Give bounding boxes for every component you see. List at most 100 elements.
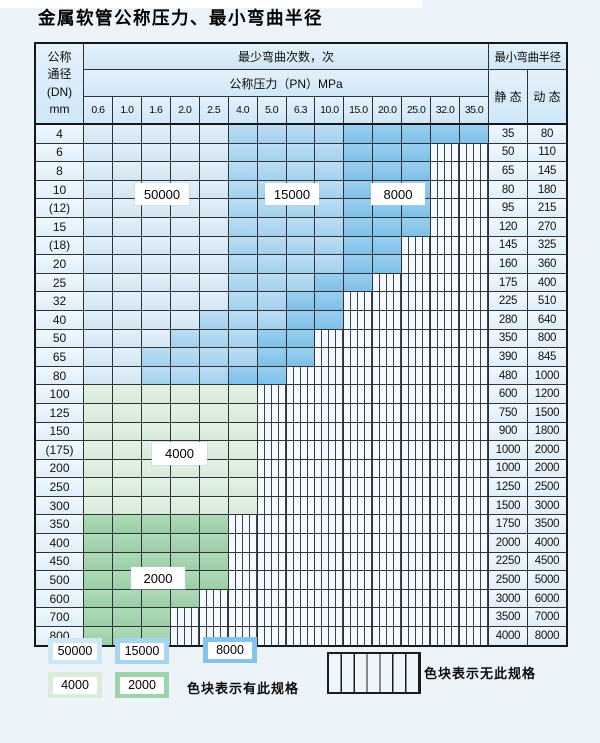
nospec-cell	[431, 236, 460, 255]
legend-swatch-2000: 2000	[115, 672, 169, 698]
nospec-cell	[315, 441, 344, 459]
spec-cell	[84, 125, 112, 143]
table-header: 公称 通径 (DN) mm 最少弯曲次数，次 最小弯曲半径 公称压力（PN）MP…	[36, 44, 566, 125]
spec-cell	[199, 496, 228, 515]
spec-cell	[199, 180, 228, 199]
spec-cell	[199, 515, 228, 534]
header-dn-line: 公称	[47, 49, 72, 64]
static-value-cell: 120	[489, 217, 527, 236]
dynamic-value-cell: 180	[528, 180, 566, 199]
dn-cell: (12)	[36, 199, 83, 217]
spec-cell	[344, 162, 373, 180]
spec-cell	[170, 422, 199, 441]
spec-cell	[286, 125, 315, 143]
spec-cell	[257, 348, 286, 366]
spec-cell	[199, 217, 228, 236]
spec-cell	[199, 571, 228, 589]
nospec-cell	[431, 627, 460, 645]
spec-cell	[228, 459, 257, 478]
table-overlay-label: 15000	[265, 183, 319, 205]
nospec-cell	[373, 496, 402, 515]
legend-swatch-4000: 4000	[48, 672, 102, 698]
spec-cell	[170, 292, 199, 310]
spec-cell	[84, 217, 112, 236]
nospec-cell	[460, 478, 488, 496]
header-bend-cycles: 最少弯曲次数，次	[84, 44, 488, 69]
spec-cell	[257, 125, 286, 143]
static-value-cell: 2250	[489, 552, 527, 571]
spec-cell	[402, 162, 431, 180]
spec-cell	[170, 236, 199, 255]
spec-cell	[199, 125, 228, 143]
spec-cell	[170, 589, 199, 608]
spec-cell	[257, 162, 286, 180]
nospec-cell	[431, 180, 460, 199]
page-title: 金属软管公称压力、最小弯曲半径	[38, 8, 323, 28]
dynamic-value-cell: 800	[528, 329, 566, 348]
spec-cell	[373, 143, 402, 162]
nospec-cell	[344, 310, 373, 329]
spec-cell	[315, 255, 344, 273]
nospec-cell	[344, 589, 373, 608]
nospec-cell	[460, 366, 488, 385]
header-pressure-value: 5.0	[257, 97, 286, 123]
spec-cell	[141, 366, 170, 385]
dn-cell: 65	[36, 348, 83, 366]
spec-cell	[286, 273, 315, 292]
nospec-cell	[373, 385, 402, 403]
spec-cell	[84, 515, 112, 534]
spec-cell	[170, 552, 199, 571]
nospec-cell	[344, 403, 373, 422]
nospec-cell	[460, 217, 488, 236]
nospec-cell	[431, 292, 460, 310]
spec-cell	[84, 385, 112, 403]
nospec-cell	[402, 273, 431, 292]
dn-cell: 80	[36, 366, 83, 385]
spec-cell	[199, 552, 228, 571]
nospec-cell	[431, 589, 460, 608]
spec-cell	[228, 496, 257, 515]
nospec-cell	[460, 589, 488, 608]
header-pressure-value: 10.0	[315, 97, 344, 123]
spec-cell	[112, 199, 141, 217]
static-value-cell: 175	[489, 273, 527, 292]
nospec-cell	[402, 534, 431, 552]
table-overlay-label: 50000	[135, 183, 189, 205]
nospec-cell	[373, 403, 402, 422]
spec-cell	[141, 310, 170, 329]
nospec-cell	[344, 366, 373, 385]
spec-cell	[84, 608, 112, 627]
spec-cell	[286, 348, 315, 366]
legend-swatch-8000: 8000	[203, 637, 257, 663]
dn-cell: 8	[36, 162, 83, 180]
header-pressure-value: 6.3	[286, 97, 315, 123]
spec-cell	[228, 143, 257, 162]
spec-cell	[112, 478, 141, 496]
spec-cell	[257, 236, 286, 255]
spec-cell	[84, 329, 112, 348]
nospec-cell	[431, 162, 460, 180]
spec-cell	[112, 589, 141, 608]
scan-white-strip	[0, 0, 422, 8]
spec-cell	[170, 125, 199, 143]
spec-cell	[84, 552, 112, 571]
nospec-cell	[460, 162, 488, 180]
spec-cell	[199, 292, 228, 310]
spec-cell	[228, 478, 257, 496]
legend-has-spec-text: 色块表示有此规格	[187, 681, 300, 696]
spec-cell	[315, 199, 344, 217]
spec-cell	[460, 125, 488, 143]
spec-cell	[84, 292, 112, 310]
header-pressure-value: 32.0	[431, 97, 460, 123]
spec-cell	[112, 125, 141, 143]
spec-cell	[402, 217, 431, 236]
spec-cell	[228, 403, 257, 422]
nospec-cell	[402, 627, 431, 645]
spec-cell	[141, 143, 170, 162]
spec-cell	[228, 366, 257, 385]
spec-cell	[286, 310, 315, 329]
spec-cell	[141, 273, 170, 292]
nospec-cell	[460, 273, 488, 292]
spec-cell	[228, 348, 257, 366]
nospec-cell	[431, 459, 460, 478]
